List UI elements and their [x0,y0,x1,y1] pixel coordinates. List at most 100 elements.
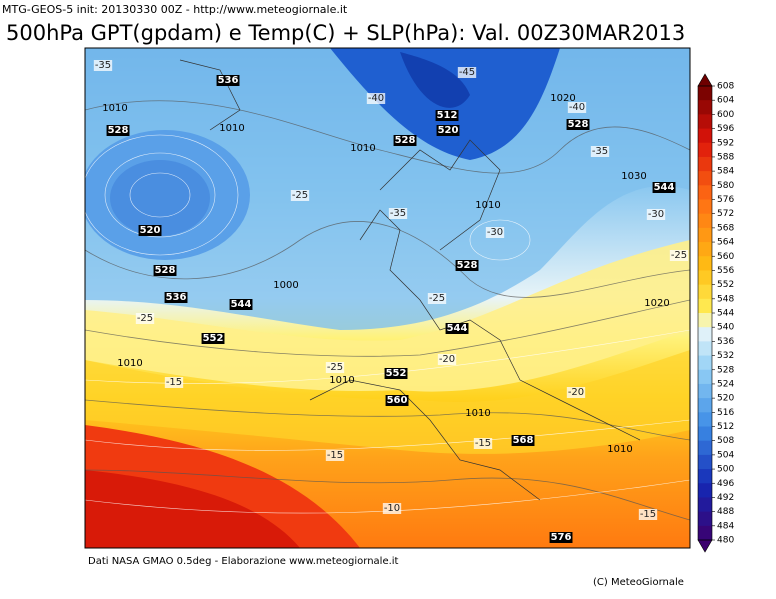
pressure-label: 1010 [607,444,632,455]
label-background [325,362,345,373]
label-background [135,313,155,324]
geopotential-label: 520 [438,125,459,136]
colorbar-label: 552 [717,280,734,290]
pressure-label: 1010 [219,123,244,134]
label-background [93,60,113,71]
contour-labels: -35 -45 -40 -40 -35 -25 -35 -30 -30 -25 … [93,60,689,543]
colorbar-label: 568 [717,223,734,233]
temperature-label: -30 [648,209,664,220]
label-background [164,292,188,303]
colorbar-label: 492 [717,493,734,503]
temperature-label: -15 [640,509,656,520]
colorbar-label: 564 [717,238,734,248]
colorbar-label: 584 [717,167,734,177]
colorbar-swatch [698,270,712,286]
label-background [473,438,493,449]
colorbar-label: 504 [717,450,734,460]
colorbar-label: 572 [717,209,734,219]
temperature-label: -25 [137,313,153,324]
pressure-label: 1010 [117,358,142,369]
geopotential-label: 520 [140,225,161,236]
label-background [201,333,225,344]
colorbar-swatch [698,412,712,427]
label-background [427,293,447,304]
pressure-label: 1030 [621,171,646,182]
colorbar-label: 532 [717,351,734,361]
colorbar-swatch [698,398,712,413]
colorbar-swatch [698,511,712,527]
pressure-label: 1010 [102,103,127,114]
colorbar-swatch [698,469,712,484]
colorbar-label: 592 [717,138,734,148]
label-background [393,135,417,146]
pressure-label: 1000 [273,280,298,291]
colorbar-label: 548 [717,294,734,304]
label-background [388,208,408,219]
label-background [436,125,460,136]
temperature-label: -45 [459,67,475,78]
colorbar: 608 604 600 596 592 588 584 580 576 572 568 564 560 5… [697,73,734,553]
colorbar-swatch [698,298,712,314]
colorbar-label: 516 [717,408,734,418]
colorbar-swatch [698,483,712,498]
colorbar-label: 596 [717,124,734,134]
geopotential-label: 576 [551,532,572,543]
colorbar-swatch [698,369,712,385]
temperature-label: -10 [384,503,400,514]
run-info: MTG-GEOS-5 init: 20130330 00Z - http://w… [2,3,348,16]
colorbar-swatch [698,383,712,399]
temperature-label: -30 [487,227,503,238]
geopotential-label: 528 [568,119,589,130]
temperature-label: -40 [569,102,585,113]
colorbar-swatch [698,128,712,144]
colorbar-label: 524 [717,379,734,389]
colorbar-label: 540 [717,323,734,333]
pressure-label: 1010 [329,375,354,386]
label-background [566,387,586,398]
colorbar-swatch [698,426,712,442]
colorbar-label: 512 [717,422,734,432]
label-background [549,532,573,543]
label-background [384,368,408,379]
label-background [485,227,505,238]
colorbar-swatch [698,171,712,186]
colorbar-swatch [698,114,712,130]
colorbar-label: 520 [717,394,734,404]
colorbar-label: 576 [717,195,734,205]
temperature-label: -35 [95,60,111,71]
colorbar-swatch [698,199,712,215]
colorbar-swatch [698,327,712,342]
colorbar-swatch [698,284,712,300]
temperature-label: -15 [166,377,182,388]
map-frame [84,47,691,549]
label-background [437,354,457,365]
temperature-label: -40 [368,93,384,104]
colorbar-swatch [698,355,712,371]
label-background [106,125,130,136]
temperature-label: -25 [429,293,445,304]
colorbar-label: 580 [717,181,734,191]
colorbar-swatch [698,313,712,328]
label-background [216,75,240,86]
colorbar-label: 560 [717,252,734,262]
colorbar-label: 508 [717,436,734,446]
footer-copyright: (C) MeteoGiornale [593,577,684,588]
label-background [445,323,469,334]
colorbar-label: 544 [717,309,734,319]
colorbar-label: 600 [717,110,734,120]
temperature-label: -20 [439,354,455,365]
colorbar-label: 484 [717,521,734,531]
label-background [366,93,386,104]
geopotential-label: 536 [218,75,239,86]
label-background [229,299,253,310]
pressure-label: 1020 [644,298,669,309]
geopotential-label: 512 [437,110,458,121]
pressure-label: 1020 [550,93,575,104]
colorbar-swatch [698,242,712,257]
temperature-label: -15 [475,438,491,449]
colorbar-swatch [698,341,712,357]
geopotential-label: 544 [447,323,468,334]
label-background [385,395,409,406]
pressure-label: 1010 [350,143,375,154]
